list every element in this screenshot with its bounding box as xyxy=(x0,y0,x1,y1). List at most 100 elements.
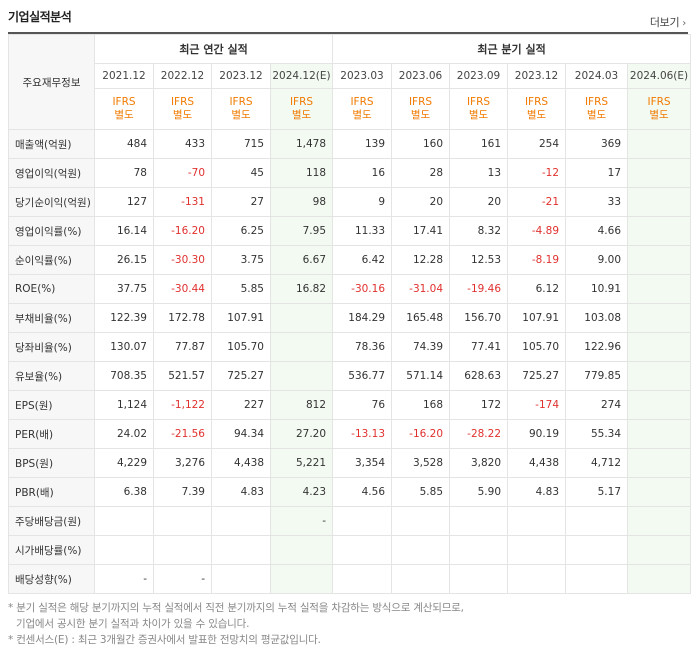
table-cell: 6.38 xyxy=(94,477,154,507)
table-cell: -1,122 xyxy=(153,390,212,420)
table-cell: 5.90 xyxy=(449,477,509,507)
ifrs-badge: IFRS 별도 xyxy=(94,88,154,130)
table-cell xyxy=(269,535,334,565)
table-cell: 6.67 xyxy=(269,245,334,275)
table-cell xyxy=(627,419,692,449)
table-cell xyxy=(332,535,393,565)
table-cell xyxy=(391,564,451,594)
table-cell: -4.89 xyxy=(507,216,567,246)
table-row: 당좌비율(%) 130.07 77.87 105.70 78.36 74.39 77.41 1… xyxy=(8,332,692,362)
ifrs-sub-label: 별도 xyxy=(231,109,251,121)
table-cell: 4.56 xyxy=(332,477,393,507)
table-cell: 708.35 xyxy=(94,361,154,391)
table-row: 영업이익(억원) 78 -70 45 118 16 28 13 -12 17 xyxy=(8,158,692,188)
chevron-right-icon: › xyxy=(682,18,686,29)
table-cell: 12.53 xyxy=(449,245,509,275)
ifrs-sub-label: 별도 xyxy=(352,109,372,121)
table-cell xyxy=(627,564,692,594)
table-cell: 77.87 xyxy=(153,332,212,362)
row-label: 시가배당률(%) xyxy=(8,535,95,565)
table-cell: -28.22 xyxy=(449,419,509,449)
table-cell xyxy=(565,506,629,536)
table-cell: 536.77 xyxy=(332,361,393,391)
table-cell xyxy=(627,535,692,565)
table-cell xyxy=(627,303,692,333)
table-cell: - xyxy=(269,506,334,536)
table-cell: 122.39 xyxy=(94,303,154,333)
table-cell xyxy=(153,506,212,536)
ifrs-label: IFRS xyxy=(524,96,549,108)
row-label: PER(배) xyxy=(8,419,95,449)
table-cell: 28 xyxy=(391,158,451,188)
table-cell xyxy=(269,564,334,594)
table-cell: 9.00 xyxy=(565,245,629,275)
more-link[interactable]: 더보기 › xyxy=(650,14,686,30)
table-row: 순이익률(%) 26.15 -30.30 3.75 6.67 6.42 12.28 12.53… xyxy=(8,245,692,275)
row-label: 매출액(억원) xyxy=(8,129,95,159)
corner-label: 주요재무정보 xyxy=(8,34,95,130)
ifrs-badge: IFRS 별도 xyxy=(153,88,212,130)
table-cell: 369 xyxy=(565,129,629,159)
ifrs-badge: IFRS 별도 xyxy=(565,88,629,130)
table-cell: 27 xyxy=(211,187,271,217)
row-label: ROE(%) xyxy=(8,274,95,304)
table-cell xyxy=(153,535,212,565)
table-cell: 254 xyxy=(507,129,567,159)
table-cell: 4.83 xyxy=(507,477,567,507)
row-label: 영업이익률(%) xyxy=(8,216,95,246)
table-cell: -21 xyxy=(507,187,567,217)
period-header: 2021.12 xyxy=(94,63,154,89)
ifrs-badge: IFRS 별도 xyxy=(627,88,692,130)
table-cell: 5,221 xyxy=(269,448,334,478)
ifrs-label: IFRS xyxy=(466,96,491,108)
row-label: 부채비율(%) xyxy=(8,303,95,333)
table-cell xyxy=(627,477,692,507)
table-cell xyxy=(94,535,154,565)
ifrs-label: IFRS xyxy=(584,96,609,108)
table-cell: 107.91 xyxy=(507,303,567,333)
ifrs-label: IFRS xyxy=(408,96,433,108)
table-cell: 20 xyxy=(391,187,451,217)
table-cell: 90.19 xyxy=(507,419,567,449)
ifrs-sub-label: 별도 xyxy=(291,109,312,121)
table-cell: 11.33 xyxy=(332,216,393,246)
financial-table: 주요재무정보 최근 연간 실적 최근 분기 실적 2021.12 2022.12 2… xyxy=(8,34,692,594)
table-cell xyxy=(507,506,567,536)
table-cell xyxy=(627,390,692,420)
table-cell xyxy=(391,506,451,536)
table-cell xyxy=(627,187,692,217)
table-cell: 1,478 xyxy=(269,129,334,159)
table-cell xyxy=(211,564,271,594)
ifrs-label: IFRS xyxy=(170,96,195,108)
table-cell: 6.42 xyxy=(332,245,393,275)
table-cell: 78.36 xyxy=(332,332,393,362)
table-cell: -13.13 xyxy=(332,419,393,449)
table-cell xyxy=(269,332,334,362)
ifrs-badge: IFRS 별도 xyxy=(332,88,393,130)
table-cell: 274 xyxy=(565,390,629,420)
table-cell: 172.78 xyxy=(153,303,212,333)
table-row: 시가배당률(%) xyxy=(8,535,692,565)
table-cell xyxy=(332,506,393,536)
table-cell: 9 xyxy=(332,187,393,217)
ifrs-sub-label: 별도 xyxy=(526,109,547,121)
table-cell xyxy=(449,564,509,594)
row-label: EPS(원) xyxy=(8,390,95,420)
table-cell: 107.91 xyxy=(211,303,271,333)
table-cell xyxy=(449,535,509,565)
footnote: 기업에서 공시한 분기 실적과 차이가 있을 수 있습니다. xyxy=(16,618,250,630)
table-cell: -174 xyxy=(507,390,567,420)
table-cell: 812 xyxy=(269,390,334,420)
table-cell: -16.20 xyxy=(391,419,451,449)
table-cell: 4.23 xyxy=(269,477,334,507)
table-row: 배당성향(%) - - xyxy=(8,564,692,594)
table-cell: 5.17 xyxy=(565,477,629,507)
table-cell: 4,438 xyxy=(507,448,567,478)
table-cell: -30.30 xyxy=(153,245,212,275)
table-cell: 227 xyxy=(211,390,271,420)
ifrs-badge: IFRS 별도 xyxy=(211,88,271,130)
table-cell: 156.70 xyxy=(449,303,509,333)
table-cell xyxy=(565,564,629,594)
table-row: 유보율(%) 708.35 521.57 725.27 536.77 571.14 628.… xyxy=(8,361,692,391)
table-row: 주당배당금(원) - xyxy=(8,506,692,536)
